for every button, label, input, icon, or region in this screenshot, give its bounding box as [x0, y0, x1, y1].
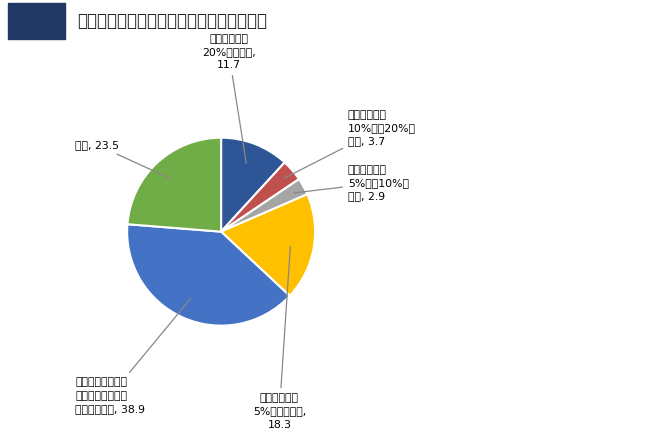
FancyBboxPatch shape: [8, 3, 65, 39]
Text: 現在の修繕積立金
残高が計画に比べ
て余剰がある, 38.9: 現在の修繕積立金 残高が計画に比べ て余剰がある, 38.9: [76, 298, 191, 414]
Wedge shape: [127, 224, 289, 326]
Text: 図表3: 図表3: [23, 15, 50, 28]
Wedge shape: [221, 179, 308, 232]
Wedge shape: [221, 194, 315, 296]
Wedge shape: [221, 138, 285, 232]
Text: 長期修繕計画上と実際の修繕積立金額の差: 長期修繕計画上と実際の修繕積立金額の差: [77, 12, 267, 30]
Wedge shape: [127, 138, 221, 232]
Text: 計画に対して
5%超～10%の
不足, 2.9: 計画に対して 5%超～10%の 不足, 2.9: [294, 165, 409, 201]
Text: 計画に対して
10%超～20%の
不足, 3.7: 計画に対して 10%超～20%の 不足, 3.7: [284, 110, 416, 178]
Wedge shape: [221, 163, 299, 232]
Text: 計画に対して
5%以下の不足,
18.3: 計画に対して 5%以下の不足, 18.3: [253, 246, 306, 429]
Text: 不明, 23.5: 不明, 23.5: [76, 140, 171, 179]
Text: 計画に対して
20%超の不足,
11.7: 計画に対して 20%超の不足, 11.7: [202, 33, 255, 163]
